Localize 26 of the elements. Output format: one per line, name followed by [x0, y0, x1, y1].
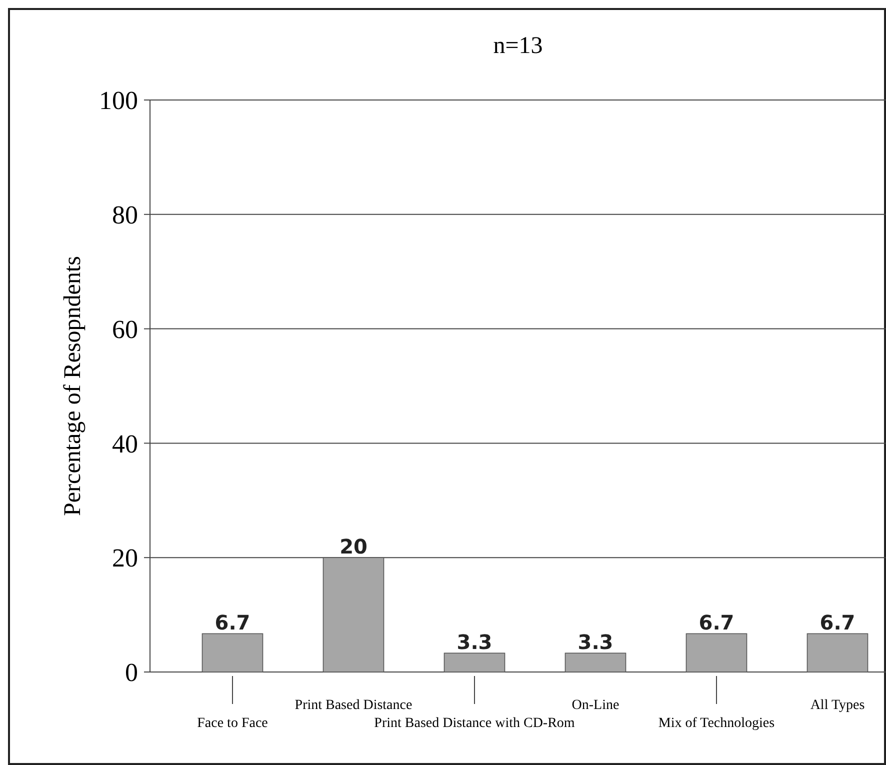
- y-tick-label: 60: [112, 314, 138, 344]
- y-tick-label: 0: [125, 658, 138, 688]
- x-tick-label: Print Based Distance with CD-Rom: [374, 716, 575, 731]
- x-tick-label: All Types: [810, 698, 865, 713]
- y-tick-label: 80: [112, 200, 138, 230]
- bar: [202, 633, 264, 672]
- data-label: 6.7: [820, 610, 856, 635]
- data-label: 3.3: [456, 630, 492, 654]
- y-tick-label: 20: [112, 544, 138, 573]
- x-tick-label: Face to Face: [197, 716, 268, 731]
- bar: [322, 557, 384, 672]
- bar: [686, 633, 748, 672]
- data-label: 3.3: [578, 630, 614, 654]
- y-tick-label: 100: [99, 86, 138, 116]
- x-tick-label: On-Line: [572, 698, 620, 713]
- bar: [564, 652, 626, 672]
- x-tick-label: Print Based Distance: [294, 698, 412, 713]
- data-label: 6.7: [214, 610, 250, 635]
- x-tick-label: Mix of Technologies: [658, 716, 775, 731]
- y-tick-label: 40: [112, 429, 138, 458]
- bar: [444, 652, 506, 672]
- data-label: 20: [340, 534, 368, 559]
- y-axis-title: Percentage of Resopndents: [60, 256, 86, 516]
- chart-title: n=13: [493, 33, 543, 59]
- data-label: 6.7: [698, 610, 734, 635]
- bar: [806, 633, 868, 672]
